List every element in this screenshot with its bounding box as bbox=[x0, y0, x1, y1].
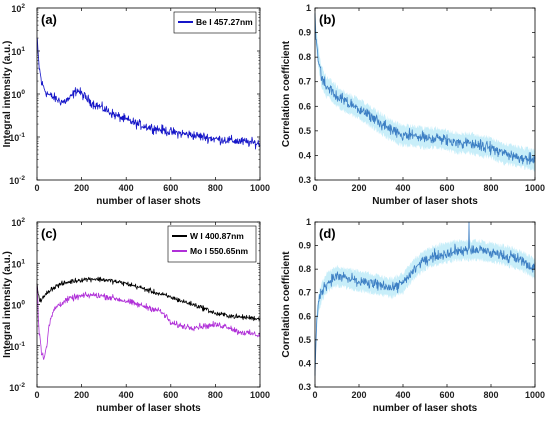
panel-label: (c) bbox=[41, 226, 57, 241]
y-tick-label: 0.4 bbox=[298, 150, 311, 160]
x-tick-label: 800 bbox=[483, 390, 498, 400]
series-line-1 bbox=[36, 286, 261, 360]
plot-frame bbox=[314, 7, 536, 181]
y-tick-label: 10-2 bbox=[9, 175, 25, 186]
x-tick-label: 800 bbox=[483, 183, 498, 193]
y-tick-label: 0.6 bbox=[298, 311, 311, 321]
y-tick-label: 0.9 bbox=[298, 28, 311, 38]
x-tick-label: 200 bbox=[74, 183, 89, 193]
panel-label: (a) bbox=[41, 12, 57, 27]
x-tick-label: 600 bbox=[439, 183, 454, 193]
series-line-0 bbox=[314, 221, 536, 376]
y-tick-label: 0.5 bbox=[298, 335, 311, 345]
y-tick-label: 102 bbox=[11, 3, 25, 14]
legend-box bbox=[173, 11, 257, 34]
x-tick-label: 1000 bbox=[525, 183, 545, 193]
y-tick-label: 101 bbox=[11, 46, 25, 57]
x-tick-label: 1000 bbox=[525, 390, 545, 400]
x-tick-label: 800 bbox=[208, 390, 223, 400]
legend-entry: W I 400.87nm bbox=[190, 231, 244, 241]
y-tick-label: 0.7 bbox=[298, 77, 311, 87]
y-tick-label: 0.5 bbox=[298, 126, 311, 136]
y-tick-label: 10-1 bbox=[9, 132, 25, 143]
y-tick-label: 100 bbox=[11, 300, 25, 311]
legend-box bbox=[167, 225, 257, 263]
panel-a: 0 200 400 600 800 1000 10-2 10-1 100 101 102 number… bbox=[2, 3, 270, 207]
y-tick-label: 0.3 bbox=[298, 382, 311, 392]
y-tick-label: 10-2 bbox=[9, 382, 25, 393]
legend-entry: Mo I 550.65nm bbox=[190, 246, 249, 256]
x-tick-label: 0 bbox=[34, 183, 39, 193]
legend-entry: Be I 457.27nm bbox=[196, 17, 253, 27]
legend: Be I 457.27nm bbox=[173, 11, 257, 34]
x-tick-label: 0 bbox=[34, 390, 39, 400]
plot-area bbox=[37, 8, 260, 180]
x-tick-label: 0 bbox=[312, 183, 317, 193]
y-axis-label: Correlation coefficient bbox=[281, 40, 292, 147]
panel-label: (b) bbox=[319, 12, 336, 27]
panel-d: 0 200 400 600 800 1000 0.3 0.4 0.5 0.6 0.7 0.8 0.9 1 n… bbox=[281, 217, 545, 414]
confidence-band bbox=[315, 238, 535, 387]
panel-b: 0 200 400 600 800 1000 0.3 0.4 0.5 0.6 0.7 0.8 0.9 1 N… bbox=[281, 3, 545, 207]
y-tick-label: 101 bbox=[11, 258, 25, 269]
y-tick-label: 0.3 bbox=[298, 175, 311, 185]
x-axis-label: Number of laser shots bbox=[372, 196, 478, 207]
panel-label: (d) bbox=[319, 226, 336, 241]
series-line-0 bbox=[36, 276, 261, 322]
x-axis-label: number of laser shots bbox=[96, 403, 201, 414]
x-tick-label: 400 bbox=[119, 390, 134, 400]
panel-c: 0 200 400 600 800 1000 10-2 10-1 100 101 102 number… bbox=[2, 217, 270, 414]
y-tick-label: 100 bbox=[11, 89, 25, 100]
x-tick-label: 200 bbox=[351, 390, 366, 400]
y-tick-label: 0.7 bbox=[298, 288, 311, 298]
plot-frame bbox=[314, 221, 536, 388]
x-tick-label: 1000 bbox=[250, 183, 270, 193]
x-tick-label: 800 bbox=[208, 183, 223, 193]
y-axis-label: Integral intensity (a.u.) bbox=[2, 41, 13, 148]
x-tick-label: 600 bbox=[163, 390, 178, 400]
x-tick-label: 200 bbox=[74, 390, 89, 400]
x-axis-label: number of laser shots bbox=[373, 403, 478, 414]
y-tick-label: 0.9 bbox=[298, 241, 311, 251]
x-tick-label: 0 bbox=[312, 390, 317, 400]
y-tick-label: 0.8 bbox=[298, 264, 311, 274]
y-tick-label: 1 bbox=[306, 3, 311, 13]
x-tick-label: 600 bbox=[163, 183, 178, 193]
y-tick-label: 0.8 bbox=[298, 52, 311, 62]
y-tick-label: 1 bbox=[306, 217, 311, 227]
y-tick-label: 0.6 bbox=[298, 101, 311, 111]
x-axis-label: number of laser shots bbox=[96, 196, 201, 207]
legend: W I 400.87nm Mo I 550.65nm bbox=[167, 225, 257, 263]
x-tick-label: 1000 bbox=[250, 390, 270, 400]
y-axis-label: Correlation coefficient bbox=[281, 251, 292, 358]
x-tick-label: 400 bbox=[395, 390, 410, 400]
series-line-0 bbox=[314, 13, 536, 165]
y-tick-label: 0.4 bbox=[298, 358, 311, 368]
y-axis-label: Integral intensity (a.u.) bbox=[2, 251, 13, 358]
series-line-0 bbox=[36, 37, 261, 150]
plot-area bbox=[315, 222, 535, 387]
x-tick-label: 600 bbox=[439, 390, 454, 400]
x-tick-label: 400 bbox=[395, 183, 410, 193]
x-tick-label: 200 bbox=[351, 183, 366, 193]
y-tick-label: 102 bbox=[11, 217, 25, 228]
x-tick-label: 400 bbox=[119, 183, 134, 193]
y-tick-label: 10-1 bbox=[9, 341, 25, 352]
